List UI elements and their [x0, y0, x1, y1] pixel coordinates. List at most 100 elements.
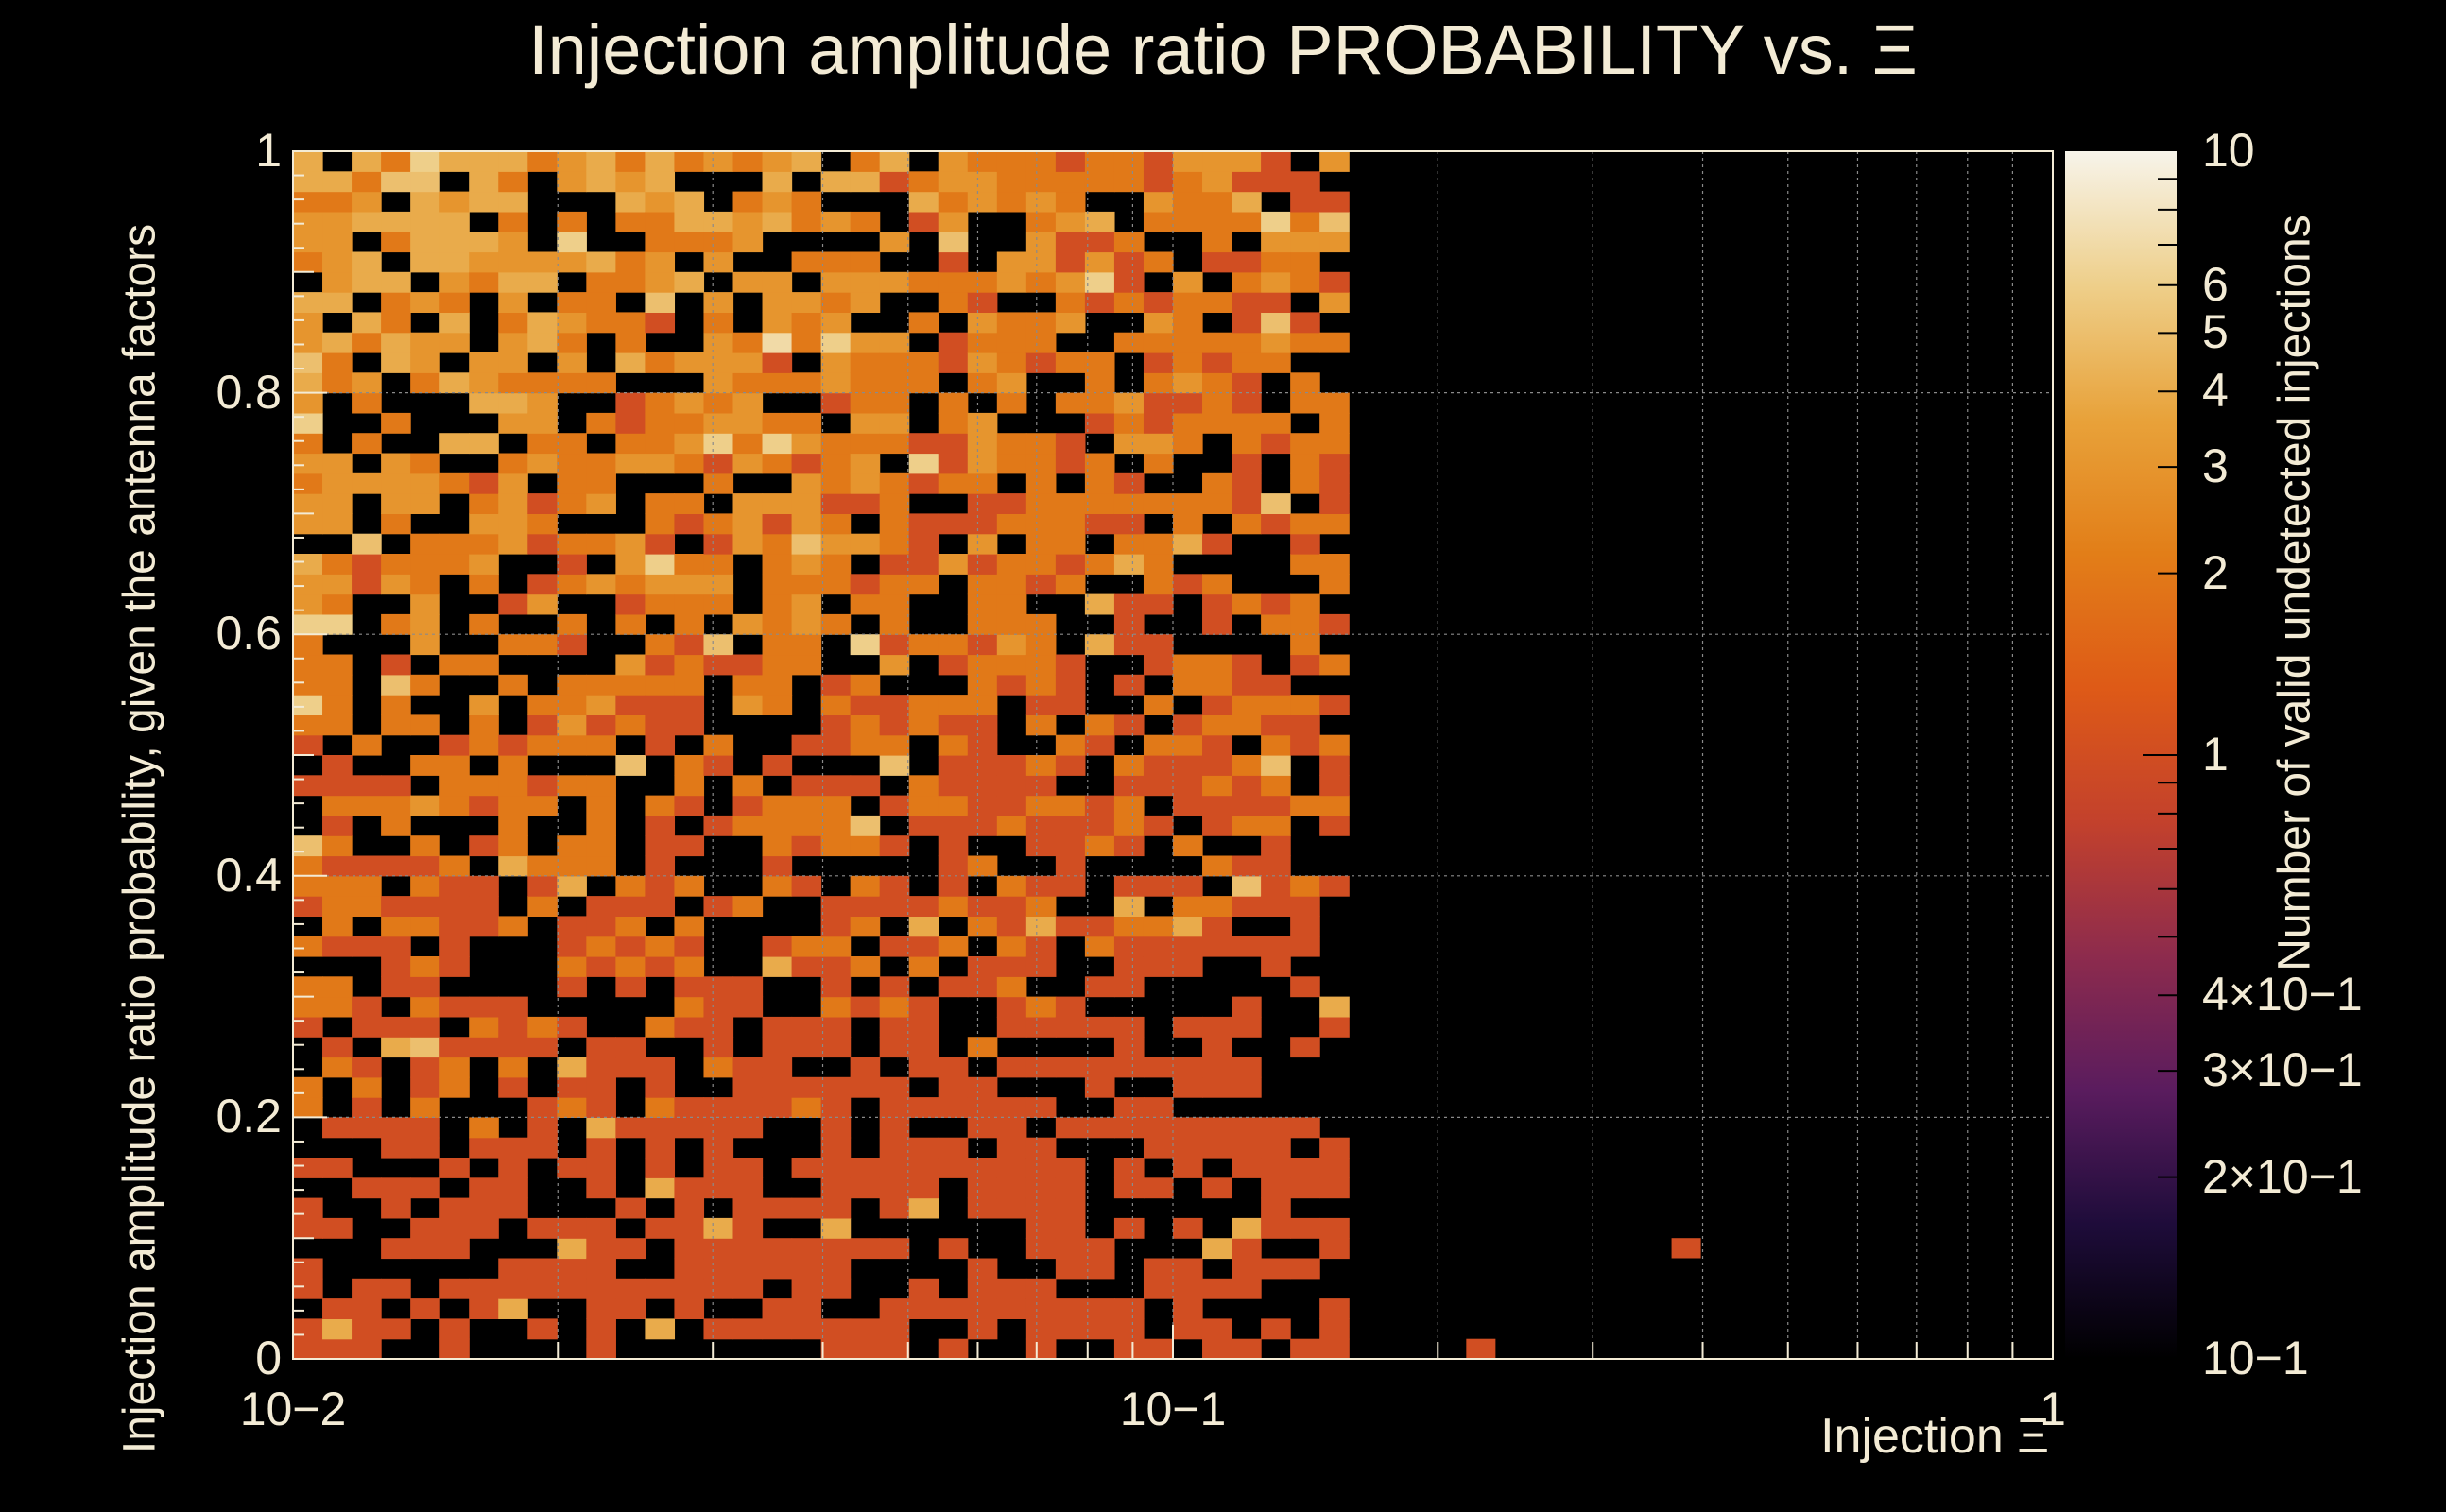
heatmap-cell — [1113, 1117, 1145, 1139]
heatmap-cell — [703, 392, 734, 414]
heatmap-cell — [439, 472, 470, 494]
heatmap-cell — [762, 1258, 793, 1280]
heatmap-cell — [1055, 835, 1086, 857]
heatmap-cell — [967, 151, 998, 172]
heatmap-cell — [791, 795, 822, 816]
heatmap-cell — [732, 795, 764, 816]
heatmap-cell — [967, 634, 998, 656]
heatmap-cell — [791, 472, 822, 494]
heatmap-cell — [410, 332, 440, 353]
heatmap-cell — [908, 1298, 939, 1319]
heatmap-cell — [908, 513, 939, 535]
heatmap-cell — [586, 775, 616, 797]
heatmap-cell — [586, 1258, 616, 1280]
heatmap-cell — [1084, 835, 1115, 857]
heatmap-cell — [1319, 332, 1350, 353]
heatmap-cell — [996, 271, 1027, 293]
heatmap-cell — [703, 1137, 734, 1159]
heatmap-cell — [1232, 654, 1262, 676]
heatmap-cell — [1113, 875, 1145, 897]
heatmap-cell — [703, 1278, 734, 1299]
heatmap-cell — [293, 1197, 323, 1219]
heatmap-cell — [322, 815, 353, 836]
heatmap-cell — [1025, 1338, 1057, 1360]
heatmap-cell — [967, 613, 998, 635]
heatmap-cell — [1261, 433, 1291, 455]
heatmap-cell — [1113, 232, 1145, 253]
heatmap-cell — [762, 1298, 793, 1319]
heatmap-cell — [1084, 352, 1115, 373]
heatmap-cell — [586, 1137, 616, 1159]
heatmap-cell — [1261, 312, 1291, 334]
heatmap-cell — [1113, 936, 1145, 957]
heatmap-cell — [1025, 1057, 1057, 1078]
heatmap-cell — [762, 211, 793, 232]
heatmap-cell — [557, 916, 587, 937]
heatmap-cell — [293, 211, 323, 232]
heatmap-cell — [439, 292, 470, 313]
heatmap-cell — [908, 433, 939, 455]
heatmap-cell — [557, 1278, 587, 1299]
heatmap-cell — [1319, 795, 1350, 816]
heatmap-cell — [967, 513, 998, 535]
heatmap-cell — [996, 171, 1027, 193]
heatmap-cell — [1173, 1076, 1203, 1098]
heatmap-cell — [996, 1057, 1027, 1078]
heatmap-cell — [645, 232, 676, 253]
heatmap-cell — [967, 1177, 998, 1199]
heatmap-cell — [1055, 674, 1086, 696]
heatmap-cell — [1113, 271, 1145, 293]
heatmap-cell — [820, 1137, 852, 1159]
heatmap-cell — [938, 171, 969, 193]
heatmap-cell — [1084, 795, 1115, 816]
heatmap-cell — [967, 976, 998, 998]
heatmap-cell — [1143, 1177, 1174, 1199]
heatmap-cell — [732, 1278, 764, 1299]
heatmap-cell — [850, 714, 881, 736]
heatmap-cell — [527, 392, 558, 414]
heatmap-cell — [732, 1177, 764, 1199]
heatmap-cell — [996, 815, 1027, 836]
heatmap-cell — [1055, 574, 1086, 595]
heatmap-cell — [1084, 976, 1115, 998]
heatmap-cell — [1173, 493, 1203, 514]
heatmap-cell — [967, 654, 998, 676]
heatmap-cell — [1143, 292, 1174, 313]
heatmap-cell — [996, 332, 1027, 353]
heatmap-cell — [938, 392, 969, 414]
heatmap-cell — [1143, 412, 1174, 434]
heatmap-cell — [908, 815, 939, 836]
heatmap-cell — [1202, 1278, 1232, 1299]
heatmap-cell — [293, 312, 323, 334]
heatmap-cell — [498, 352, 528, 373]
heatmap-cell — [352, 312, 382, 334]
heatmap-cell — [293, 835, 323, 857]
heatmap-cell — [996, 755, 1027, 776]
heatmap-cell — [850, 433, 881, 455]
heatmap-cell — [967, 352, 998, 373]
heatmap-cell — [1290, 372, 1320, 394]
heatmap-cell — [1319, 554, 1350, 575]
heatmap-cell — [967, 372, 998, 394]
heatmap-cell — [1084, 1057, 1115, 1078]
heatmap-cell — [293, 433, 323, 455]
heatmap-cell — [1290, 936, 1320, 957]
heatmap-cell — [996, 1016, 1027, 1038]
heatmap-cell — [879, 1158, 910, 1178]
y-tick-label: 0 — [255, 1332, 282, 1384]
heatmap-cell — [1232, 1057, 1262, 1078]
heatmap-cell — [703, 1037, 734, 1058]
heatmap-cell — [1319, 775, 1350, 797]
heatmap-cell — [1319, 1177, 1350, 1199]
heatmap-cell — [850, 695, 881, 715]
heatmap-cell — [498, 855, 528, 877]
heatmap-cell — [1084, 271, 1115, 293]
heatmap-cell — [1202, 251, 1232, 273]
heatmap-cell — [1055, 1298, 1086, 1319]
heatmap-cell — [1290, 392, 1320, 414]
heatmap-cell — [908, 271, 939, 293]
heatmap-cell — [703, 815, 734, 836]
heatmap-cell — [1319, 613, 1350, 635]
heatmap-cell — [850, 472, 881, 494]
heatmap-cell — [850, 352, 881, 373]
